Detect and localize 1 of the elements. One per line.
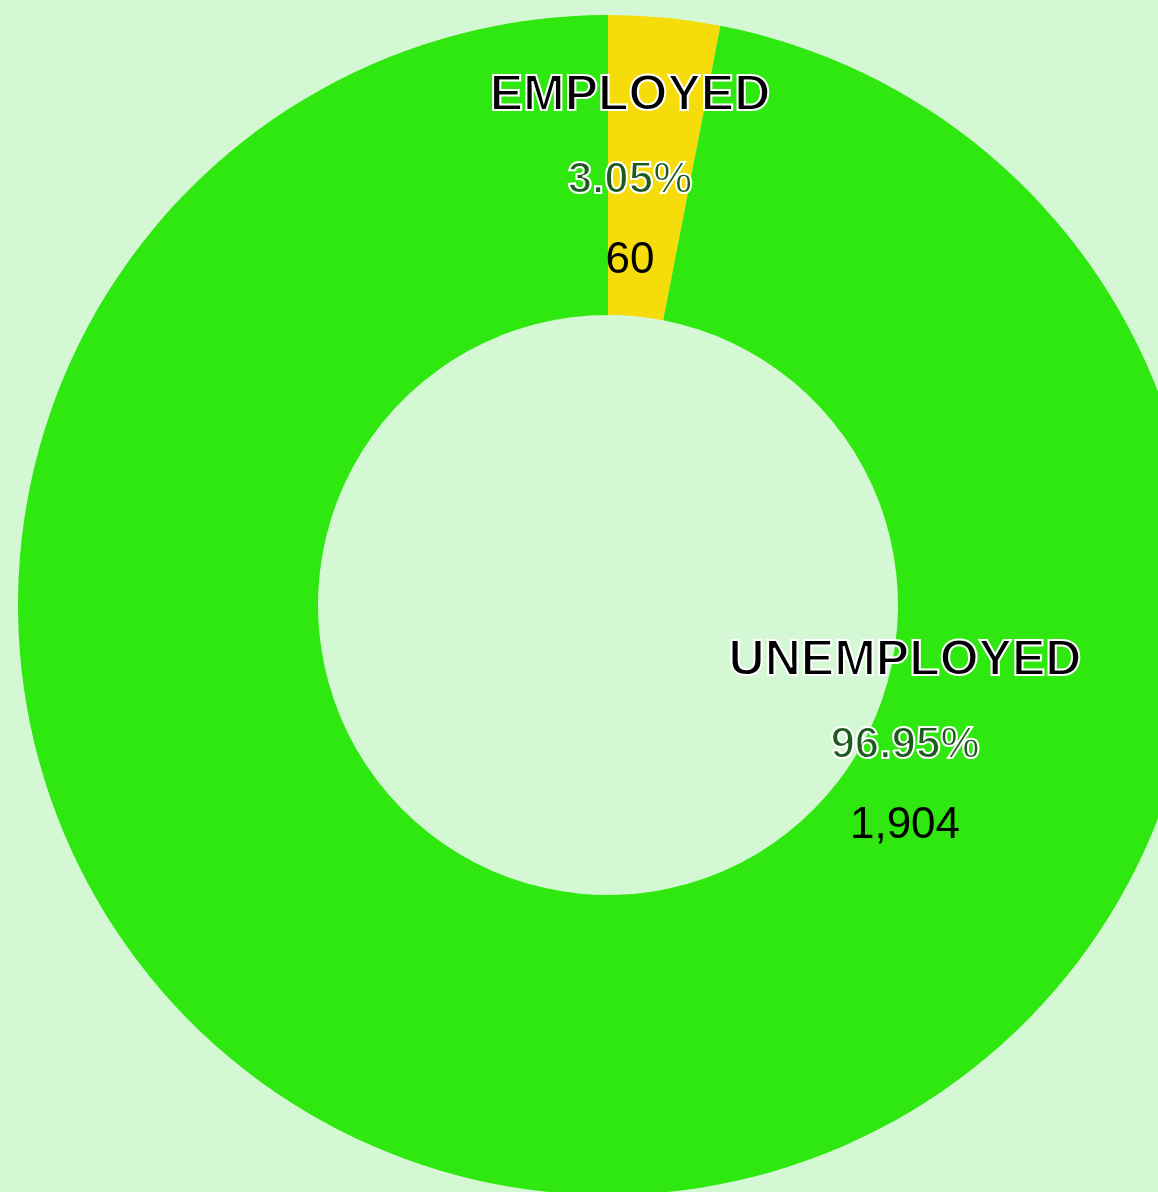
text: 1,904 bbox=[849, 798, 961, 847]
